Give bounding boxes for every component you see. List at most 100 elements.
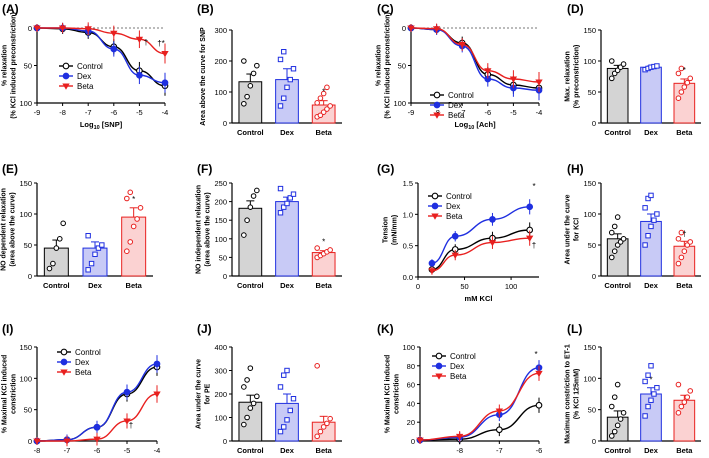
x-axis-label: Log10 [Ach]	[454, 120, 496, 131]
x-tick-label: Beta	[676, 128, 693, 137]
data-point	[614, 422, 621, 429]
data-point	[277, 185, 284, 192]
y-tick-label: 20	[407, 418, 415, 427]
data-point-control	[495, 426, 503, 434]
data-point	[127, 189, 134, 196]
data-point	[281, 49, 287, 55]
series-line-beta	[431, 237, 530, 272]
data-point	[56, 236, 63, 242]
series-line-beta	[37, 27, 166, 55]
legend-label: Beta	[75, 368, 92, 377]
x-tick-label: -5	[136, 108, 143, 117]
data-point-beta	[93, 436, 101, 443]
data-point	[324, 84, 330, 91]
data-point	[281, 424, 287, 430]
data-point	[324, 420, 330, 427]
legend-label: Dex	[446, 202, 460, 211]
x-tick-label: Dex	[644, 128, 659, 137]
data-point	[287, 195, 293, 201]
y-tick-label: 50	[24, 62, 32, 71]
y-tick-label: 150	[583, 343, 596, 352]
data-point	[124, 248, 130, 254]
y-tick-label: 100	[214, 414, 227, 423]
series-line-dex	[431, 206, 530, 264]
data-point-beta	[455, 433, 464, 441]
x-tick-label: -6	[484, 108, 491, 117]
significance-mark: †	[129, 421, 133, 430]
data-point	[277, 384, 284, 390]
data-point	[254, 187, 260, 194]
y-tick-label: 0	[592, 437, 596, 446]
legend-marker	[62, 62, 70, 70]
significance-mark: †	[144, 38, 148, 47]
data-point-dex	[451, 232, 459, 240]
data-point	[687, 75, 694, 82]
panel-label: (B)	[197, 2, 214, 16]
significance-mark: †*	[157, 39, 165, 48]
data-point-beta	[428, 268, 436, 275]
bar-control	[238, 207, 263, 277]
x-axis-label: Log10 [SNP]	[80, 120, 123, 131]
data-point	[284, 84, 290, 91]
data-point	[124, 195, 130, 202]
y-tick-label: 100	[583, 57, 596, 66]
data-point	[284, 367, 290, 374]
significance-mark: *	[322, 88, 325, 97]
data-point-beta	[123, 418, 131, 425]
x-tick-label: Dex	[280, 281, 295, 290]
y-axis-label: constriction	[11, 374, 18, 414]
y-axis-label: Max. relaxation	[565, 51, 572, 102]
x-tick-label: -7	[64, 446, 71, 455]
x-tick-label: Beta	[676, 446, 693, 455]
data-point-control	[535, 401, 543, 409]
series-line-control	[431, 229, 530, 271]
data-point	[675, 260, 682, 267]
data-point	[617, 416, 624, 422]
x-tick-label: Dex	[88, 281, 103, 290]
y-axis-label: (area above the curve)	[10, 192, 17, 266]
x-tick-label: -6	[110, 108, 117, 117]
data-point-dex	[489, 215, 496, 223]
legend-label: Beta	[77, 82, 94, 91]
x-tick-label: Control	[237, 446, 264, 455]
y-tick-label: 300	[214, 26, 227, 35]
x-tick-label: -4	[154, 446, 161, 455]
bar-dex	[640, 66, 662, 124]
legend-label: Beta	[450, 372, 467, 381]
data-point-beta	[33, 438, 41, 445]
data-point	[88, 260, 95, 267]
data-point	[654, 63, 660, 69]
data-point	[648, 397, 654, 403]
data-point	[654, 211, 660, 217]
data-point-dex	[428, 259, 436, 267]
legend-marker	[62, 72, 70, 80]
x-tick-label: -7	[496, 446, 503, 455]
y-tick-label: 100	[19, 210, 32, 219]
data-point	[642, 413, 648, 419]
x-tick-label: -8	[34, 446, 41, 455]
data-point	[681, 399, 688, 405]
data-point	[277, 103, 284, 109]
y-axis-label: (mN/mm)	[392, 215, 399, 245]
data-point-beta	[135, 36, 144, 44]
y-tick-label: 100	[214, 88, 227, 97]
data-point	[60, 220, 66, 227]
series-line-dex	[37, 27, 166, 84]
data-point	[327, 103, 333, 109]
y-tick-label: 150	[19, 179, 32, 188]
data-point-beta	[63, 438, 71, 445]
data-point	[675, 95, 682, 101]
data-point	[611, 223, 618, 230]
data-point	[46, 265, 53, 272]
legend-label: Control	[446, 192, 472, 201]
x-tick-label: Control	[237, 281, 264, 290]
x-tick-label: Beta	[316, 281, 333, 290]
legend-label: Beta	[446, 212, 463, 221]
y-tick-label: 250	[214, 179, 227, 188]
legend-marker	[435, 362, 443, 370]
data-point	[85, 267, 91, 273]
data-point	[608, 254, 615, 261]
